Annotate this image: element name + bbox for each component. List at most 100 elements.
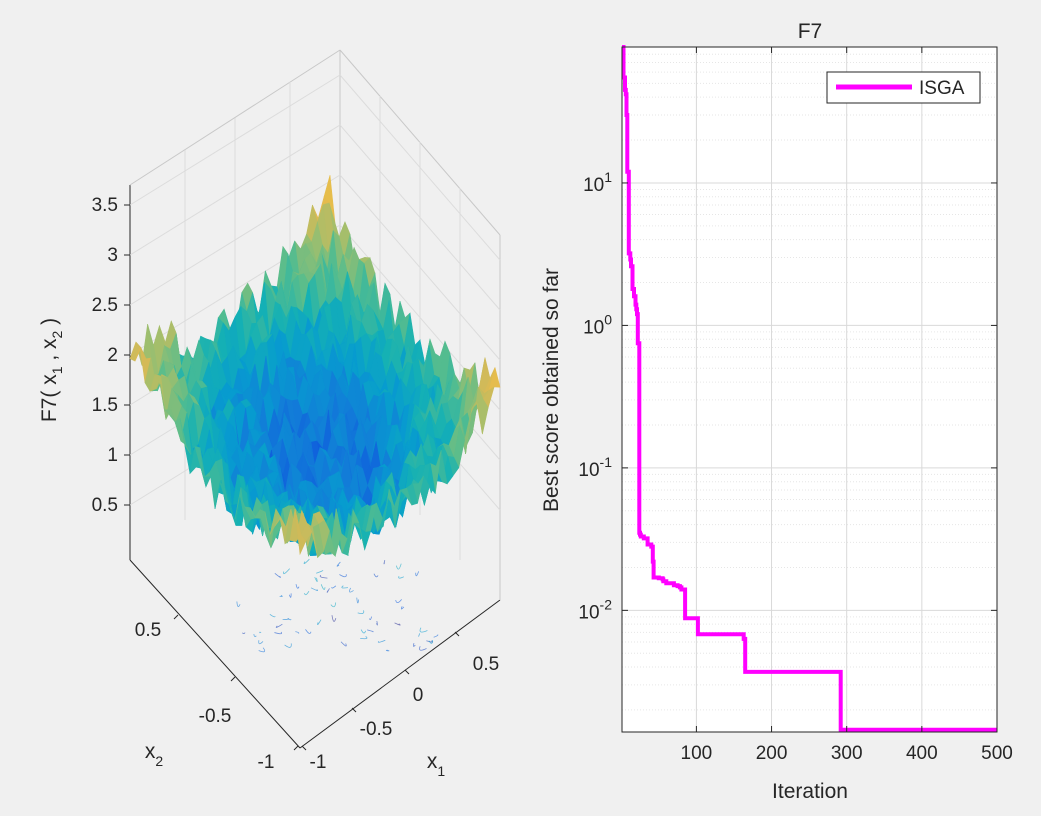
contour-segment <box>275 623 283 628</box>
z-tick-label: 2 <box>107 345 118 366</box>
contour-segment <box>360 629 366 634</box>
x1-tick <box>454 631 460 637</box>
x-axis-label: Iteration <box>772 780 848 803</box>
z-tick-label: 3.5 <box>92 195 118 216</box>
contour-segment <box>287 617 292 621</box>
contour-segment <box>369 616 372 621</box>
z-label-main: F7( x <box>38 374 61 422</box>
z-label-sub1: 1 <box>49 366 65 374</box>
series-line-isga <box>621 45 997 732</box>
z-tick-labels: 3.5 3 2.5 2 1.5 1 0.5 <box>92 195 118 516</box>
y-tick-base: 10 <box>583 317 604 338</box>
z-tick-marks <box>124 204 130 506</box>
contour-segment <box>415 571 420 577</box>
contour-segment <box>295 584 300 589</box>
x-tick-label: 400 <box>906 743 938 764</box>
contour-segment <box>242 632 246 635</box>
contour-segment <box>433 634 439 638</box>
x1-axis-line <box>299 599 501 749</box>
x2-tick <box>230 676 236 682</box>
contour-segment <box>376 621 378 626</box>
x1-axis-label: x1 <box>427 750 446 779</box>
y-tick-base: 10 <box>583 175 604 196</box>
x2-axis-label: x2 <box>145 740 164 769</box>
x2-tick-label: 0.5 <box>135 620 161 641</box>
contour-segment <box>258 647 266 653</box>
z-label-sub2: 2 <box>49 330 65 338</box>
contour-segment <box>305 629 312 634</box>
x1-tick-label: -0.5 <box>360 719 393 740</box>
legend: ISGA <box>826 71 981 104</box>
contour-segment <box>258 640 264 645</box>
y-tick-label: 101 <box>583 169 612 196</box>
x-tick-label: 500 <box>981 743 1013 764</box>
contour-segment <box>418 633 421 637</box>
surface-base-contours <box>236 558 439 653</box>
z-tick-label: 1.5 <box>92 395 118 416</box>
x1-label-main: x <box>427 750 438 773</box>
contour-segment <box>295 631 300 634</box>
x2-tick-label: -1 <box>258 752 275 773</box>
surface-mesh <box>129 175 501 559</box>
contour-segment <box>283 568 290 575</box>
contour-segment <box>303 558 310 565</box>
y-tick-labels: 101 100 10-1 10-2 <box>578 169 612 623</box>
contour-segment <box>317 619 322 626</box>
contour-segment <box>320 584 326 590</box>
x1-tick-label: 0 <box>413 685 424 706</box>
y-tick-base: 10 <box>578 602 599 623</box>
contour-segment <box>383 560 386 565</box>
contour-segment <box>326 588 330 593</box>
contour-segment <box>284 643 292 648</box>
y-tick-label: 10-1 <box>578 454 612 481</box>
x-tick-labels: 100 200 300 400 500 <box>681 743 1013 764</box>
contour-segment <box>304 591 310 596</box>
y-tick-exp: -1 <box>600 454 613 470</box>
plot-area <box>622 47 997 732</box>
contour-segment <box>339 574 347 578</box>
x2-tick-marks <box>173 614 299 751</box>
x1-tick <box>351 707 357 713</box>
contour-segment <box>274 631 282 635</box>
contour-segment <box>314 576 318 583</box>
legend-label-isga: ISGA <box>919 78 965 99</box>
convergence-plot: F7 Iteration Best score obtained so far … <box>540 20 1013 803</box>
contour-segment <box>253 634 257 637</box>
contour-segment <box>336 561 341 567</box>
z-tick-label: 0.5 <box>92 495 118 516</box>
contour-segment <box>331 585 337 589</box>
contour-segment <box>419 627 428 633</box>
chart-title: F7 <box>798 20 823 43</box>
contour-segment <box>331 615 337 622</box>
x1-tick-label: -1 <box>310 752 327 773</box>
z-label-mid: , x <box>38 338 61 367</box>
contour-segment <box>398 575 404 579</box>
back-top-edge-left <box>129 49 341 186</box>
contour-segment <box>274 572 281 578</box>
y-tick-exp: 0 <box>604 311 612 327</box>
z-tick-label: 1 <box>107 445 118 466</box>
contour-segment <box>394 622 401 626</box>
contour-segment <box>356 597 360 604</box>
contour-segment <box>349 587 354 593</box>
x1-label-sub: 1 <box>437 763 445 779</box>
z-axis-label: F7( x1 , x2 ) <box>38 318 65 422</box>
x1-tick-label: 0.5 <box>473 654 499 675</box>
x2-tick-label: -0.5 <box>199 706 232 727</box>
contour-segment <box>341 585 349 589</box>
z-label-end: ) <box>38 318 61 331</box>
plot-frame <box>621 46 998 733</box>
contour-segment <box>357 610 365 615</box>
contour-segment <box>310 587 319 591</box>
x1-tick <box>301 745 307 751</box>
contour-segment <box>360 636 368 640</box>
y-tick-label: 100 <box>583 311 612 338</box>
x2-label-sub: 2 <box>155 753 163 769</box>
contour-segment <box>279 594 283 598</box>
contour-segment <box>400 606 405 610</box>
x2-label-main: x <box>145 740 156 763</box>
contour-segment <box>367 629 374 633</box>
x2-tick-labels: 0.5 -0.5 -1 <box>135 620 275 773</box>
contour-segment <box>340 641 347 647</box>
